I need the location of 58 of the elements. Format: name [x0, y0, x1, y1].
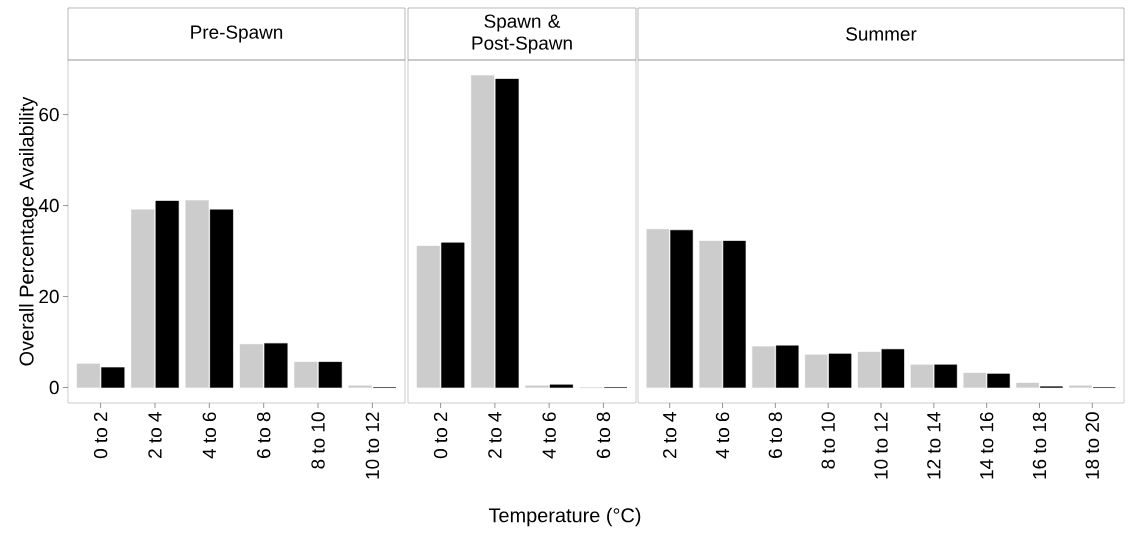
bar	[185, 200, 209, 388]
bar	[963, 372, 987, 388]
bar	[723, 240, 746, 388]
bar	[549, 384, 573, 388]
chart-title: Spawn & Post-Spawn	[472, 14, 572, 54]
bar	[318, 361, 342, 388]
x-tick-label: 6 to 8	[256, 412, 271, 458]
bar	[1016, 382, 1039, 388]
bar	[471, 75, 495, 388]
bar	[775, 345, 799, 388]
bar	[209, 209, 234, 388]
bar	[987, 373, 1010, 388]
bar	[828, 353, 852, 388]
bar	[805, 354, 828, 388]
chart-title: Summer	[846, 27, 917, 41]
bar	[239, 344, 264, 388]
x-tick-label: 2 to 4	[488, 412, 502, 458]
x-tick-label: 6 to 8	[596, 412, 611, 458]
x-tick-label: 10 to 12	[365, 412, 380, 479]
bar	[857, 351, 881, 388]
bar	[155, 200, 179, 388]
y-tick-label: 0	[49, 380, 59, 395]
x-tick-label: 0 to 2	[93, 412, 108, 459]
x-tick-label: 14 to 16	[979, 412, 994, 479]
bar	[495, 78, 519, 388]
bar	[76, 363, 100, 388]
bar	[416, 245, 440, 388]
y-tick-label: 40	[38, 198, 59, 213]
bar	[670, 229, 693, 388]
x-tick-label: 18 to 20	[1085, 412, 1100, 479]
bar	[699, 240, 722, 388]
bar	[934, 364, 958, 388]
x-tick-label: 10 to 12	[874, 412, 888, 479]
x-tick-label: 0 to 2	[433, 412, 448, 459]
x-tick-label: 16 to 18	[1032, 412, 1047, 479]
x-tick-label: 8 to 10	[821, 412, 835, 469]
x-tick-label: 2 to 4	[148, 412, 162, 458]
x-axis-title: Temperature (°C)	[488, 507, 641, 527]
x-tick-label: 4 to 6	[202, 412, 217, 459]
bar	[752, 346, 775, 388]
x-tick-label: 8 to 10	[311, 412, 325, 469]
x-tick-label: 4 to 6	[542, 412, 556, 459]
bar	[131, 209, 155, 388]
x-tick-label: 4 to 6	[715, 412, 730, 459]
bar	[294, 361, 318, 388]
y-axis-title: Overall Percentage Availability	[19, 96, 38, 366]
chart-title: Pre-Spawn	[191, 25, 283, 43]
y-tick-label: 20	[39, 289, 59, 304]
bar	[101, 367, 125, 388]
y-tick-label: 60	[39, 107, 59, 122]
bar	[881, 349, 905, 388]
bar	[646, 229, 670, 388]
bar	[441, 242, 465, 388]
bar	[910, 364, 934, 388]
x-tick-label: 2 to 4	[663, 412, 677, 458]
x-tick-label: 6 to 8	[768, 412, 783, 458]
x-tick-label: 12 to 14	[927, 412, 941, 479]
bar	[264, 343, 288, 388]
